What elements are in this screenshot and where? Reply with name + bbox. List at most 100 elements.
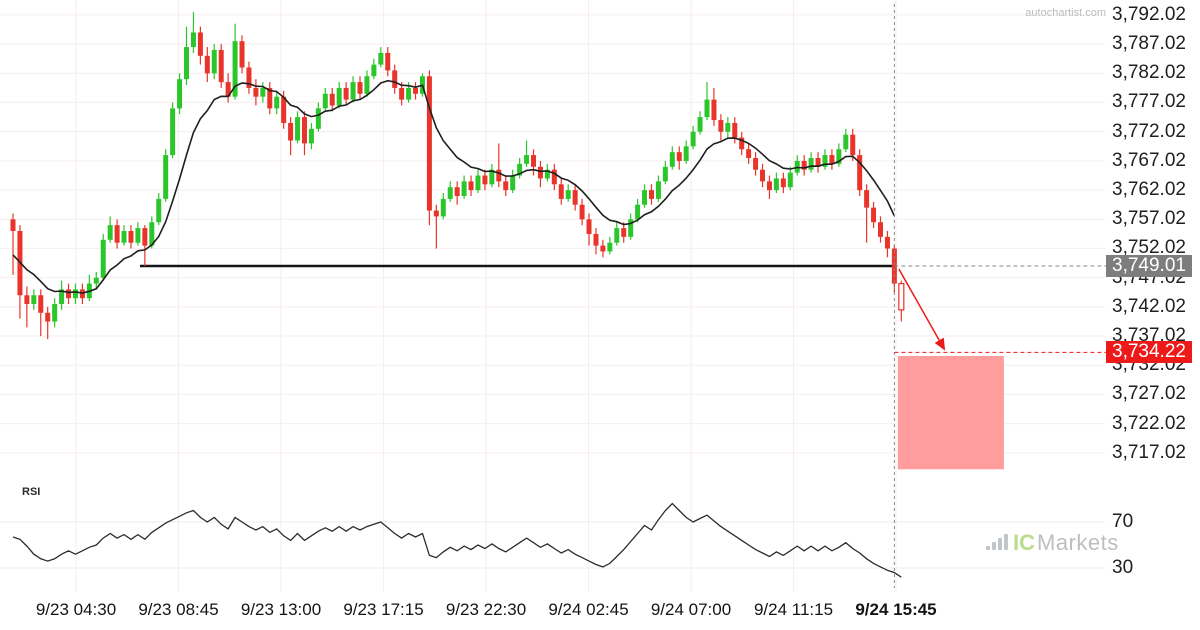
candle-down [197,32,203,56]
price-axis-label: 3,757.02 [1112,208,1186,230]
candle-down [24,295,30,305]
candle-up [808,158,814,170]
candle-up [669,152,675,167]
target-price-marker: 3,734.22 [1106,341,1192,363]
candle-down [142,228,148,246]
bar-chart-icon [986,534,1008,550]
time-axis-label: 9/23 04:30 [35,600,117,619]
price-axis-label: 3,727.02 [1112,383,1186,405]
candle-up [607,242,613,252]
candle-up [232,41,238,97]
candle-down [128,231,134,243]
candle-down [676,152,682,161]
candle-up [489,169,495,185]
candle-down [801,160,807,170]
candle-down [399,87,405,100]
candle-down [496,169,502,182]
candle-up [260,87,266,97]
candle-up [524,155,530,164]
candle-up [461,181,467,196]
candle-up [510,175,516,191]
candle-up [704,99,710,118]
candle-up [447,187,453,199]
time-axis-label: 9/24 07:00 [650,600,732,619]
candle-up [642,190,648,205]
candle-down [760,169,766,182]
icmarkets-logo-markets: Markets [1037,530,1119,555]
rsi-level-label: 30 [1112,557,1134,578]
candle-up [364,76,370,94]
price-axis-label: 3,772.02 [1112,120,1186,142]
candle-down [857,155,863,191]
price-axis-label: 3,722.02 [1112,412,1186,434]
moving-average-line [12,79,896,294]
candle-up [149,222,155,246]
candle-up [843,134,849,150]
rsi-level-label: 70 [1112,511,1134,532]
candle-down [871,207,877,223]
candle-down [426,76,432,211]
candle-down [572,190,578,205]
candle-up [315,108,321,129]
candle-down [38,295,44,313]
time-axis-label: 9/23 17:15 [343,600,424,619]
candle-down [281,96,287,123]
price-axis-label: 3,717.02 [1112,441,1186,463]
candle-up [190,32,196,48]
price-axis-label: 3,737.02 [1112,325,1186,347]
candle-down [648,190,654,199]
candle-down [218,49,224,83]
time-axis-label: 9/23 13:00 [240,600,322,619]
candle-down [884,236,890,249]
candle-up [371,64,377,77]
candle-down [503,181,509,191]
forming-candle-hollow [898,282,905,311]
candle-down [780,178,786,188]
candle-up [156,198,162,223]
candle-down [537,166,543,179]
candle-down [454,187,460,196]
candle-down [267,87,273,109]
candle-down [343,87,349,100]
candle-down [413,87,419,94]
candle-down [579,204,585,220]
candle-down [621,228,627,237]
candle-up [697,117,703,132]
candle-down [766,181,772,191]
price-axis-label: 3,752.02 [1112,237,1186,259]
candle-up [184,47,189,80]
candle-up [517,163,523,176]
candle-up [378,52,384,65]
candle-up [93,277,99,284]
candle-up [31,295,37,305]
rsi-line [12,502,902,578]
candle-down [829,155,835,164]
candle-down [711,99,717,121]
candle-down [558,184,564,199]
candle-up [406,87,412,100]
candle-down [482,175,488,185]
candle-up [163,155,169,199]
candle-down [878,222,883,237]
candle-down [45,312,51,322]
candle-up [475,175,481,191]
breakout-arrow [898,268,946,351]
candle-down [10,219,16,232]
rsi-pane-title: RSI [22,486,41,498]
candle-down [746,149,752,159]
candle-up [822,155,828,167]
candle-down [225,82,231,97]
candle-down [739,137,745,150]
candle-up [350,82,356,100]
candle-down [531,155,536,167]
candle-up [135,228,141,243]
candle-up [100,239,106,278]
candle-up [836,149,842,164]
candles [10,12,897,340]
candle-up [308,128,314,144]
candle-down [815,158,821,167]
candle-up [72,289,78,299]
candle-up [211,49,217,74]
